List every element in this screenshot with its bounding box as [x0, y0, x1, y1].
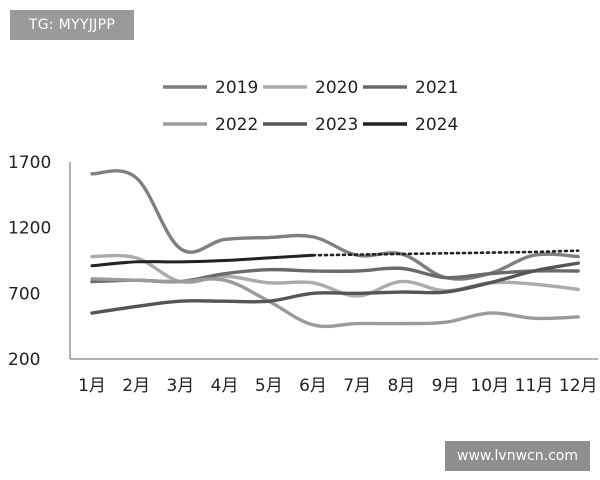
- y-tick-label: 700: [8, 284, 40, 304]
- series-line-forecast: [311, 249, 580, 257]
- y-tick-label: 200: [8, 350, 40, 370]
- x-tick-label: 10月: [470, 376, 509, 396]
- x-tick-label: 1月: [78, 376, 106, 396]
- series-line-2024: [90, 253, 315, 268]
- watermark-website: www.lvnwcn.com: [445, 441, 590, 471]
- watermark-tg: TG: MYYJJPP: [10, 10, 134, 40]
- legend-label-2021: 2021: [415, 78, 458, 98]
- series-line-2023: [90, 261, 580, 315]
- x-tick-label: 2月: [122, 376, 150, 396]
- x-tick-label: 6月: [299, 376, 327, 396]
- x-tick-label: 7月: [343, 376, 371, 396]
- x-tick-label: 3月: [166, 376, 194, 396]
- legend-label-2019: 2019: [215, 78, 258, 98]
- x-tick-label: 11月: [515, 376, 554, 396]
- x-tick-label: 8月: [387, 376, 415, 396]
- legend-label-2024: 2024: [415, 115, 458, 135]
- x-tick-label: 9月: [432, 376, 460, 396]
- legend-label-2020: 2020: [315, 78, 358, 98]
- series-line-2022: [90, 277, 580, 329]
- x-tick-label: 12月: [559, 376, 598, 396]
- legend-label-2022: 2022: [215, 115, 258, 135]
- x-tick-label: 4月: [211, 376, 239, 396]
- y-tick-label: 1200: [8, 219, 51, 239]
- legend-label-2023: 2023: [315, 115, 358, 135]
- y-tick-label: 1700: [8, 153, 51, 173]
- x-tick-label: 5月: [255, 376, 283, 396]
